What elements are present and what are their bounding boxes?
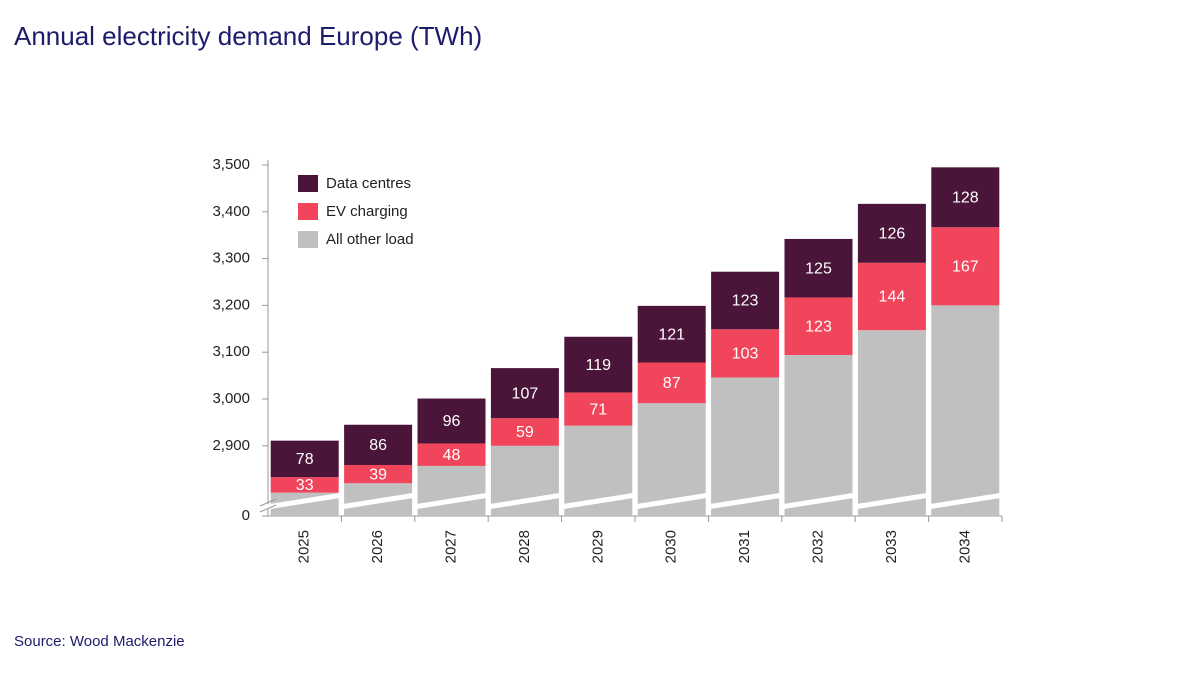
value-label: 78 bbox=[296, 451, 314, 468]
value-label: 86 bbox=[369, 437, 387, 454]
legend-label: All other load bbox=[326, 231, 414, 248]
bar-segment bbox=[784, 238, 853, 298]
y-tick-label: 3,200 bbox=[212, 296, 250, 313]
value-label: 167 bbox=[952, 259, 979, 276]
x-tick-label: 2031 bbox=[736, 530, 753, 563]
value-label: 121 bbox=[658, 326, 685, 343]
bar-segment bbox=[490, 418, 559, 446]
bar-segment bbox=[931, 305, 1000, 516]
bar-segment bbox=[344, 464, 413, 484]
axis-break bbox=[266, 492, 344, 510]
bar-segment bbox=[931, 167, 1000, 228]
bar-segment bbox=[490, 368, 559, 419]
axis-break bbox=[633, 492, 711, 510]
axis-break bbox=[926, 492, 1004, 510]
value-label: 107 bbox=[512, 385, 539, 402]
axis-break bbox=[559, 492, 637, 510]
legend-label: Data centres bbox=[326, 175, 411, 192]
bar-segment bbox=[711, 271, 780, 330]
x-tick-label: 2034 bbox=[956, 530, 973, 563]
axis-break bbox=[339, 492, 417, 510]
legend-label: EV charging bbox=[326, 203, 408, 220]
axis-break bbox=[259, 498, 277, 507]
value-label: 123 bbox=[732, 293, 759, 310]
value-label: 125 bbox=[805, 260, 832, 277]
bar-segment bbox=[637, 305, 706, 363]
legend-swatch bbox=[298, 231, 318, 248]
x-tick-label: 2032 bbox=[809, 530, 826, 563]
y-tick-label: 3,500 bbox=[212, 156, 250, 173]
legend-swatch bbox=[298, 203, 318, 220]
value-label: 128 bbox=[952, 190, 979, 207]
chart-title: Annual electricity demand Europe (TWh) bbox=[14, 21, 482, 51]
source: Source: Wood Mackenzie bbox=[14, 633, 185, 650]
value-label: 119 bbox=[586, 357, 612, 374]
y-tick-label: 3,400 bbox=[212, 203, 250, 220]
axis-break bbox=[413, 492, 490, 510]
legend-swatch bbox=[298, 175, 318, 192]
value-label: 123 bbox=[805, 318, 832, 335]
x-tick-label: 2029 bbox=[589, 530, 606, 563]
bar-segment bbox=[564, 336, 633, 393]
axis-break bbox=[780, 492, 857, 510]
bar-segment bbox=[564, 392, 633, 426]
value-label: 103 bbox=[732, 346, 759, 363]
y-tick-label: 3,000 bbox=[212, 390, 250, 407]
bar-segment bbox=[417, 465, 486, 516]
bar-segment bbox=[857, 262, 926, 331]
value-label: 71 bbox=[589, 401, 607, 418]
y-tick-label: 3,300 bbox=[212, 250, 250, 267]
bar-segment bbox=[784, 355, 853, 516]
axis-break bbox=[259, 504, 277, 513]
axis-break bbox=[486, 492, 564, 510]
x-tick-label: 2026 bbox=[369, 530, 386, 563]
x-tick-label: 2027 bbox=[442, 530, 459, 563]
value-label: 126 bbox=[879, 226, 906, 243]
x-tick-label: 2030 bbox=[663, 530, 680, 563]
x-tick-label: 2025 bbox=[296, 530, 313, 563]
bar-segment bbox=[344, 424, 413, 465]
value-label: 59 bbox=[516, 424, 534, 441]
bar-segment bbox=[711, 329, 780, 378]
value-label: 96 bbox=[443, 413, 461, 430]
y-tick-label: 2,900 bbox=[212, 437, 250, 454]
bar-segment bbox=[931, 227, 1000, 306]
axis-break bbox=[853, 492, 931, 510]
bar-segment bbox=[711, 377, 780, 516]
bar-segment bbox=[857, 330, 926, 516]
value-label: 87 bbox=[663, 375, 681, 392]
value-label: 48 bbox=[443, 447, 461, 464]
bar-segment bbox=[270, 440, 339, 478]
bar-segment bbox=[417, 398, 486, 444]
bar-segment bbox=[857, 203, 926, 263]
value-label: 144 bbox=[879, 289, 906, 306]
y-tick-label: 3,100 bbox=[212, 343, 250, 360]
y-tick-label: 0 bbox=[242, 507, 250, 524]
x-tick-label: 2028 bbox=[516, 530, 533, 563]
bar-segment bbox=[637, 362, 706, 404]
value-label: 33 bbox=[296, 477, 314, 494]
axis-break bbox=[706, 492, 784, 510]
bar-segment bbox=[784, 297, 853, 356]
bar-segment bbox=[270, 477, 339, 493]
x-tick-label: 2033 bbox=[883, 530, 900, 563]
value-label: 39 bbox=[369, 466, 387, 483]
bar-segment bbox=[417, 443, 486, 466]
